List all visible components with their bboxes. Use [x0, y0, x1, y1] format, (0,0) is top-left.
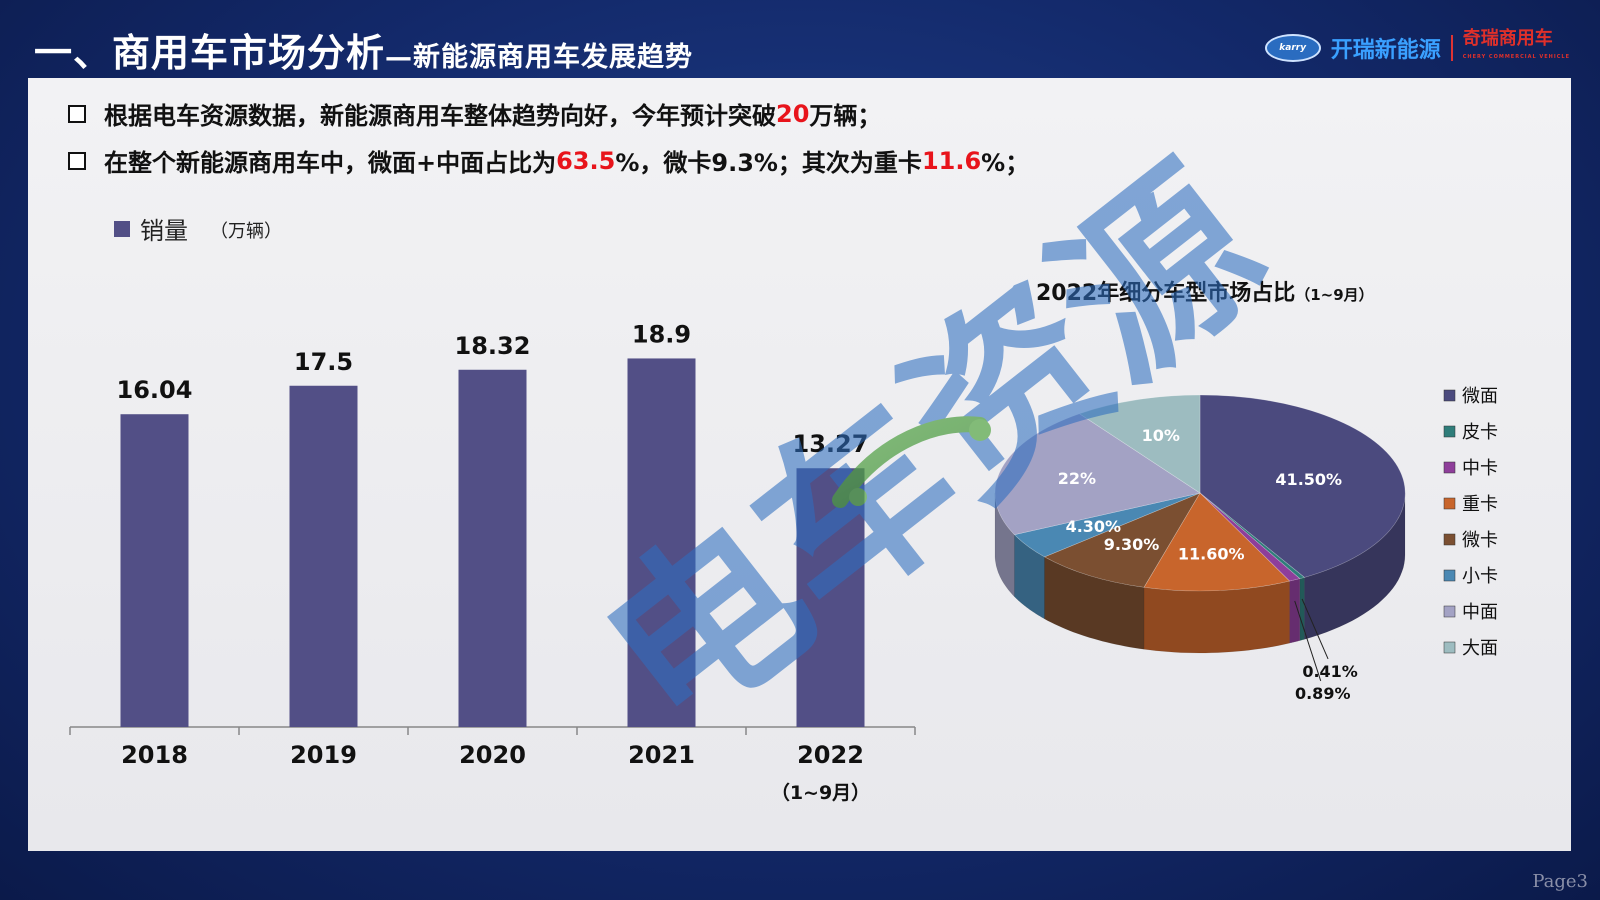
pie-slice-微卡	[1043, 492, 1201, 588]
bullet-1-tail: 万辆；	[809, 102, 882, 130]
pie-value-label: 4.30%	[1066, 517, 1122, 536]
legend-label: 中面	[1462, 602, 1498, 623]
legend-swatch	[1443, 605, 1456, 618]
pie-side-中面	[994, 493, 1015, 598]
checkbox-square-icon	[68, 151, 86, 170]
bar-2019	[289, 385, 358, 727]
pie-value-label: 41.50%	[1275, 470, 1342, 489]
legend-swatch	[1443, 569, 1456, 582]
x-tick-label: 2022	[797, 741, 864, 769]
bullet-1-highlight: 20	[776, 99, 810, 128]
brand-logo: karry 开瑞新能源 奇瑞商用车 CHERY COMMERCIAL VEHIC…	[1264, 30, 1570, 66]
pie-title: 2022年细分车型市场占比（1~9月）	[1036, 280, 1374, 306]
pie-title-note: （1~9月）	[1295, 286, 1373, 304]
pie-value-label: 22%	[1058, 469, 1096, 488]
title-main-text: 一、商用车市场分析	[34, 31, 386, 75]
legend-swatch	[1443, 497, 1456, 510]
legend-label: 大面	[1462, 638, 1498, 659]
pie-leader-line	[1294, 600, 1322, 682]
x-tick-label: 2021	[628, 741, 695, 769]
bullet-2-highlight-2: 11.6	[921, 146, 982, 175]
watermark-dot	[849, 488, 867, 506]
legend-label: 中卡	[1462, 458, 1498, 479]
legend-label: 小卡	[1462, 566, 1498, 587]
bullet-1: 根据电车资源数据，新能源商用车整体趋势向好，今年预计突破 20 万辆；	[68, 96, 881, 131]
bullet-2-text: 在整个新能源商用车中，微面+中面占比为	[104, 149, 557, 177]
pie-slice-中面	[994, 413, 1201, 536]
pie-value-label: 0.41%	[1302, 662, 1358, 681]
pie-leader-line	[1301, 598, 1329, 660]
legend-label: 微面	[1462, 386, 1498, 407]
bar-value-label: 18.32	[455, 332, 531, 360]
bullet-1-text: 根据电车资源数据，新能源商用车整体趋势向好，今年预计突破	[104, 102, 776, 130]
bar-value-label: 17.5	[294, 348, 353, 376]
logo-red-text: 奇瑞商用车	[1462, 28, 1553, 49]
pie-slice-皮卡	[1199, 492, 1306, 579]
x-tick-label: 2019	[290, 741, 357, 769]
logo-brand-text: 开瑞新能源	[1330, 38, 1441, 63]
legend-label: 重卡	[1462, 494, 1498, 515]
x-tick-note: （1~9月）	[771, 781, 870, 804]
pie-slice-微面	[1199, 394, 1406, 578]
logo-chery-commercial: 奇瑞商用车 CHERY COMMERCIAL VEHICLE	[1463, 30, 1570, 66]
pie-slice-中卡	[1199, 492, 1301, 582]
bullet-2-mid: %，微卡9.3%；其次为重卡	[615, 149, 922, 177]
pie-value-label: 10%	[1142, 426, 1180, 445]
legend-swatch	[1443, 425, 1456, 438]
pie-side-重卡	[1143, 580, 1290, 654]
bar-legend-swatch	[114, 221, 130, 237]
bar-2020	[458, 369, 527, 727]
pie-slice-重卡	[1143, 492, 1291, 592]
checkbox-square-icon	[68, 104, 86, 123]
sales-bar-chart: 16.04 2018 17.5 2019 18.32 2020 18.9 2021 13.27 2…	[69, 320, 916, 804]
legend-label: 皮卡	[1462, 422, 1498, 443]
logo-divider	[1450, 35, 1453, 61]
bullet-2-highlight-1: 63.5	[556, 146, 616, 175]
pie-slice-大面	[1078, 394, 1201, 494]
segment-pie-chart: 41.50% 0.41% 0.89% 11.60% 9.30%4.30% 22% 10%	[994, 394, 1406, 703]
bar-value-label: 16.04	[117, 376, 193, 404]
bar-2018	[120, 414, 189, 727]
bullet-2: 在整个新能源商用车中，微面+中面占比为 63.5 %，微卡9.3%；其次为重卡 11.…	[68, 143, 1029, 178]
legend-label: 微卡	[1462, 530, 1498, 551]
bar-2021	[627, 358, 696, 727]
bar-2022	[796, 468, 865, 727]
karry-logo-icon: karry	[1264, 34, 1321, 62]
bullet-2-tail: %；	[981, 149, 1030, 177]
pie-value-label: 11.60%	[1178, 545, 1245, 564]
page-number: Page3	[1532, 871, 1588, 892]
pie-value-label: 9.30%	[1104, 535, 1160, 554]
x-tick-label: 2020	[459, 741, 526, 769]
legend-swatch	[1443, 641, 1456, 654]
bar-value-label: 13.27	[793, 430, 869, 458]
x-tick-label: 2018	[121, 741, 188, 769]
pie-side-皮卡	[1299, 577, 1305, 641]
pie-title-text: 2022年细分车型市场占比	[1036, 280, 1295, 306]
legend-swatch	[1443, 533, 1456, 546]
logo-red-small-text: CHERY COMMERCIAL VEHICLE	[1462, 54, 1570, 60]
title-subtitle: —新能源商用车发展趋势	[385, 42, 694, 73]
pie-slice-小卡	[1013, 492, 1201, 558]
pie-value-label: 0.89%	[1295, 684, 1351, 703]
bar-value-label: 18.9	[632, 320, 691, 348]
bar-legend-unit: （万辆）	[210, 221, 282, 242]
bar-legend-label: 销量	[140, 217, 188, 245]
page-title: 一、商用车市场分析—新能源商用车发展趋势	[34, 22, 693, 77]
legend-swatch	[1443, 461, 1456, 474]
watermark-swoosh	[832, 416, 988, 508]
legend-swatch	[1443, 389, 1456, 402]
watermark-dot	[969, 419, 991, 441]
